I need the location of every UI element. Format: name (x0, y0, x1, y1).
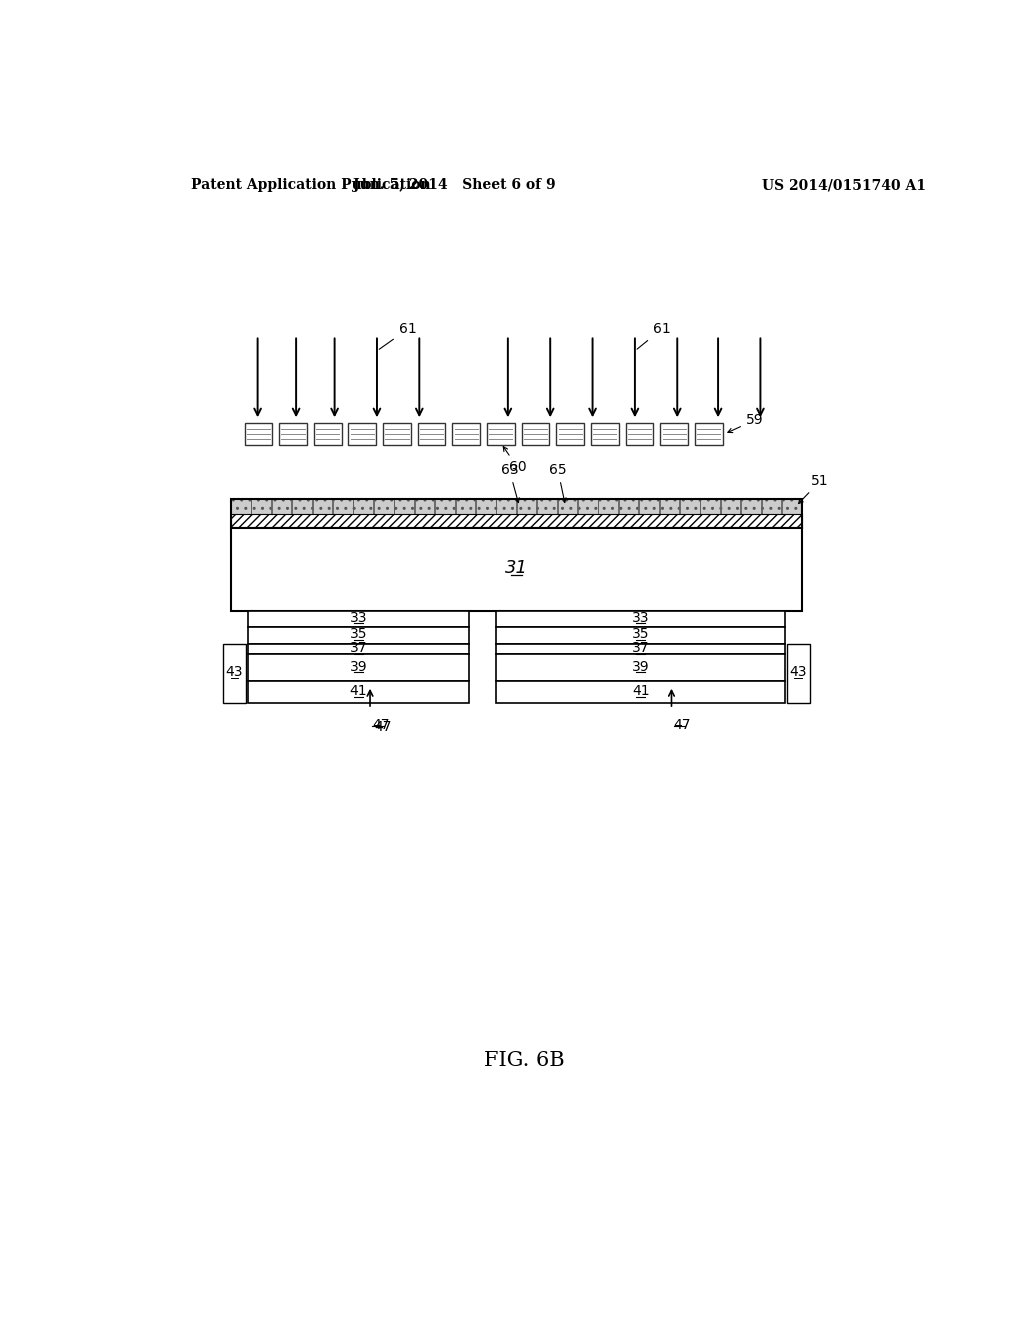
Bar (521, 424, 550, 445)
Bar (618, 499, 638, 515)
Text: FIG. 6B: FIG. 6B (484, 1051, 565, 1071)
Bar (680, 499, 699, 515)
Bar (231, 499, 251, 515)
Bar (333, 499, 352, 515)
Text: 61: 61 (637, 322, 671, 350)
Bar (245, 424, 272, 445)
Bar (415, 499, 434, 515)
Text: 47: 47 (674, 718, 691, 733)
Text: 41: 41 (349, 684, 368, 698)
Text: 35: 35 (632, 627, 649, 642)
Bar (248, 644, 469, 655)
Text: 60: 60 (503, 446, 526, 474)
Bar (626, 424, 653, 445)
Bar (782, 499, 802, 515)
Text: 37: 37 (632, 642, 649, 655)
Text: Jun. 5, 2014   Sheet 6 of 9: Jun. 5, 2014 Sheet 6 of 9 (352, 178, 555, 193)
Bar (660, 424, 688, 445)
Bar (700, 499, 720, 515)
Bar (348, 424, 376, 445)
Bar (578, 499, 598, 515)
Bar (248, 627, 469, 644)
Bar (252, 499, 271, 515)
Text: 61: 61 (379, 322, 417, 350)
Bar (497, 499, 516, 515)
Bar (248, 655, 469, 681)
Bar (394, 499, 414, 515)
Bar (762, 499, 781, 515)
Bar (538, 499, 557, 515)
Bar (476, 499, 496, 515)
Bar (639, 499, 658, 515)
Bar (280, 424, 307, 445)
Bar (223, 644, 246, 702)
Text: 65: 65 (549, 463, 566, 503)
Bar (313, 424, 342, 445)
Bar (383, 424, 411, 445)
Bar (374, 499, 393, 515)
Bar (497, 655, 785, 681)
Bar (418, 424, 445, 445)
Bar (786, 644, 810, 702)
Text: 47: 47 (374, 719, 391, 734)
Bar (248, 681, 469, 702)
Bar (435, 499, 455, 515)
Bar (453, 424, 480, 445)
Bar (230, 499, 802, 528)
Bar (557, 499, 578, 515)
Text: 43: 43 (225, 665, 244, 680)
Text: 63: 63 (501, 463, 519, 503)
Text: 37: 37 (350, 642, 368, 655)
Bar (312, 499, 333, 515)
Text: 31: 31 (505, 560, 527, 577)
Bar (721, 499, 740, 515)
Text: 47: 47 (373, 718, 390, 733)
Bar (517, 499, 537, 515)
Text: 35: 35 (350, 627, 368, 642)
Text: 33: 33 (632, 611, 649, 626)
Text: 39: 39 (632, 660, 649, 675)
Bar (271, 499, 292, 515)
Bar (353, 499, 373, 515)
Text: Patent Application Publication: Patent Application Publication (190, 178, 430, 193)
Bar (598, 499, 617, 515)
Bar (456, 499, 475, 515)
Bar (497, 681, 785, 702)
Bar (292, 499, 312, 515)
Text: US 2014/0151740 A1: US 2014/0151740 A1 (762, 178, 926, 193)
Bar (487, 424, 515, 445)
Bar (659, 499, 679, 515)
Bar (695, 424, 723, 445)
Bar (591, 424, 618, 445)
Bar (741, 499, 761, 515)
Bar (556, 424, 584, 445)
Text: 51: 51 (799, 474, 828, 503)
Bar (497, 627, 785, 644)
Bar (248, 611, 469, 627)
Text: 41: 41 (632, 684, 649, 698)
Text: 59: 59 (728, 413, 764, 433)
Bar (497, 644, 785, 655)
Bar (230, 528, 802, 611)
Text: 33: 33 (350, 611, 368, 626)
Text: 39: 39 (349, 660, 368, 675)
Text: 43: 43 (790, 665, 807, 680)
Bar (230, 513, 802, 528)
Bar (497, 611, 785, 627)
